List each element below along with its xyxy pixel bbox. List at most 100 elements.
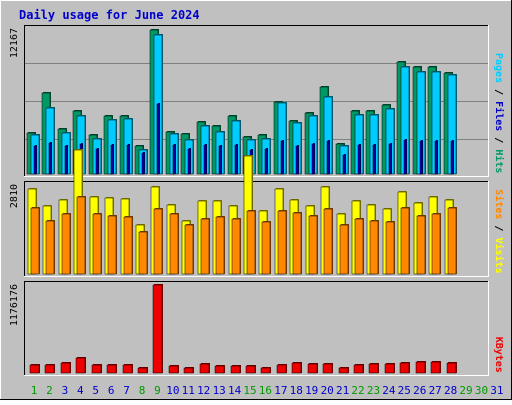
bar-traffic-pages-day-24	[388, 143, 392, 175]
day-label-12: 12	[197, 384, 210, 397]
bar-face	[400, 207, 410, 275]
bar-face	[231, 218, 241, 275]
bar-face	[91, 364, 102, 374]
bar-face	[187, 148, 191, 175]
bar-kbytes-kbytes-day-2	[44, 364, 55, 374]
bar-visits-sites-day-6	[107, 215, 117, 275]
bar-traffic-pages-day-25	[403, 139, 407, 175]
bar-visits-sites-day-26	[416, 215, 426, 275]
bar-traffic-pages-day-23	[372, 144, 376, 175]
bar-face	[152, 284, 163, 374]
bar-visits-sites-day-2	[45, 220, 55, 275]
bar-face	[260, 367, 271, 374]
bar-face	[137, 367, 148, 374]
bar-face	[277, 210, 287, 275]
bar-kbytes-kbytes-day-3	[60, 362, 71, 374]
x-axis-day-labels: 1 2 3 4 5 6 7 8 9 10 11 12 13 14 15 16 17 18 19 20 21 22 23 24 2…	[31, 384, 504, 397]
day-label-8: 8	[139, 384, 146, 397]
day-label-2: 2	[46, 384, 53, 397]
bar-visits-sites-day-9	[153, 208, 163, 275]
bar-visits-sites-day-17	[277, 210, 287, 275]
bar-traffic-pages-day-18	[295, 145, 299, 175]
bar-face	[169, 213, 179, 275]
bar-kbytes-kbytes-day-19	[307, 363, 318, 374]
bar-face	[416, 215, 426, 275]
bar-face	[203, 144, 207, 175]
bars-visits	[27, 149, 457, 275]
legend-part-0: Sites	[493, 189, 505, 219]
bar-visits-sites-day-16	[261, 221, 271, 275]
bar-kbytes-kbytes-day-8	[137, 367, 148, 374]
bar-face	[64, 145, 68, 175]
bar-face	[172, 144, 176, 175]
bar-kbytes-kbytes-day-18	[291, 362, 302, 374]
bar-traffic-pages-day-21	[342, 154, 346, 175]
y-scale-label-kbytes: 1176176	[9, 284, 20, 326]
bar-face	[230, 365, 241, 374]
bar-visits-sites-day-23	[369, 220, 379, 275]
bar-kbytes-kbytes-day-11	[183, 367, 194, 374]
bar-traffic-pages-day-14	[234, 144, 238, 175]
bar-kbytes-kbytes-day-9	[152, 284, 163, 374]
day-label-13: 13	[213, 384, 226, 397]
bar-visits-sites-day-24	[385, 221, 395, 275]
bar-face	[75, 357, 86, 374]
bar-kbytes-kbytes-day-10	[168, 365, 179, 374]
day-label-28: 28	[444, 384, 457, 397]
bar-face	[215, 216, 225, 275]
bar-face	[95, 148, 99, 175]
bar-face	[415, 361, 426, 374]
bar-traffic-pages-day-3	[64, 145, 68, 175]
day-label-16: 16	[259, 384, 272, 397]
bar-face	[107, 215, 117, 275]
bar-face	[430, 361, 441, 374]
bar-visits-sites-day-8	[138, 231, 148, 275]
bar-face	[110, 144, 114, 175]
panel-traffic: 12167 Pages / Files / Hits	[9, 25, 505, 177]
bar-face	[29, 364, 40, 374]
bar-face	[76, 196, 86, 275]
bar-traffic-pages-day-16	[264, 148, 268, 175]
bar-face	[450, 140, 454, 175]
bar-face	[307, 363, 318, 374]
bar-face	[368, 363, 379, 374]
bar-face	[311, 143, 315, 175]
bar-face	[200, 218, 210, 275]
bar-face	[141, 152, 145, 175]
bar-face	[168, 365, 179, 374]
bar-face	[138, 231, 148, 275]
bar-visits-sites-day-22	[354, 218, 364, 275]
bar-face	[399, 362, 410, 374]
bar-face	[384, 363, 395, 374]
bar-face	[156, 103, 160, 175]
bar-kbytes-kbytes-day-5	[91, 364, 102, 374]
bar-kbytes-kbytes-day-27	[430, 361, 441, 374]
bar-face	[291, 362, 302, 374]
day-label-23: 23	[367, 384, 380, 397]
bar-traffic-pages-day-6	[110, 144, 114, 175]
legend-part-4: Hits	[493, 149, 505, 173]
bar-kbytes-kbytes-day-6	[106, 364, 117, 374]
bar-face	[61, 213, 71, 275]
bar-visits-sites-day-10	[169, 213, 179, 275]
day-label-20: 20	[321, 384, 334, 397]
day-label-10: 10	[166, 384, 179, 397]
bars-kbytes	[29, 284, 457, 374]
chart-panels: 12167 Pages / Files / Hits 2810 Sites / Vis…	[9, 25, 505, 376]
bar-visits-sites-day-28	[447, 207, 457, 275]
day-label-4: 4	[77, 384, 84, 397]
bar-traffic-pages-day-13	[218, 145, 222, 175]
legend-kbytes: KBytes	[493, 337, 504, 373]
bar-visits-sites-day-19	[308, 215, 318, 275]
legend-part-3: /	[493, 131, 504, 149]
y-scale-label-traffic: 12167	[9, 28, 20, 58]
legend-part-0: KBytes	[493, 337, 504, 373]
bar-kbytes-kbytes-day-24	[384, 363, 395, 374]
day-label-25: 25	[398, 384, 411, 397]
bar-face	[106, 364, 117, 374]
bar-face	[342, 154, 346, 175]
bar-face	[218, 145, 222, 175]
bar-visits-sites-day-14	[231, 218, 241, 275]
bar-kbytes-kbytes-day-26	[415, 361, 426, 374]
